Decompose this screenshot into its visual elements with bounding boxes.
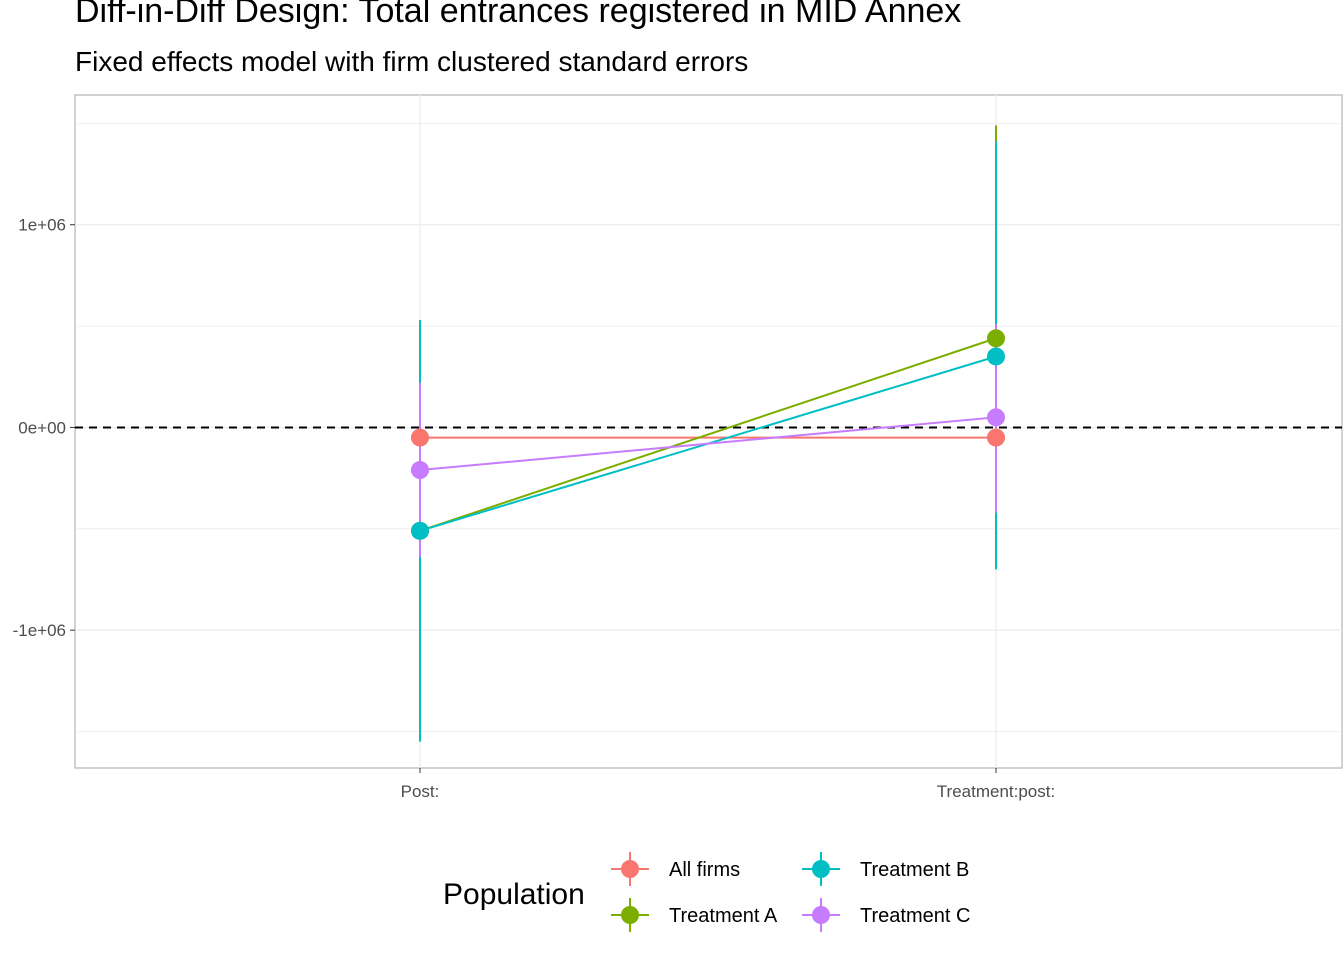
point-treatment-b xyxy=(411,521,429,540)
point-treatment-a xyxy=(987,329,1005,348)
y-tick-label: -1e+06 xyxy=(13,621,66,640)
point-treatment-b xyxy=(987,347,1005,366)
legend-label: Treatment C xyxy=(860,905,970,927)
legend-item-all-firms: All firms xyxy=(611,852,740,886)
series-line-treatment-a xyxy=(419,337,997,532)
legend-title: Population xyxy=(443,878,585,911)
y-tick-label: 0e+00 xyxy=(18,418,66,437)
plot-panel xyxy=(74,94,1343,769)
legend-label: All firms xyxy=(669,859,740,881)
series-line-treatment-c xyxy=(419,416,997,472)
point-all-firms xyxy=(411,428,429,447)
chart-title: Diff-in-Diff Design: Total entrances reg… xyxy=(75,0,962,30)
legend-label: Treatment B xyxy=(860,859,969,881)
y-axis: -1e+06 0e+00 1e+06 xyxy=(13,216,75,640)
chart-subtitle: Fixed effects model with firm clustered … xyxy=(75,46,749,77)
x-tick-label: Treatment:post: xyxy=(937,782,1055,801)
series-lines xyxy=(419,337,997,532)
y-tick-label: 1e+06 xyxy=(18,216,66,235)
legend-label: Treatment A xyxy=(669,905,778,927)
legend: Population All firms Treatment A Treatment… xyxy=(443,852,970,932)
series-points xyxy=(411,329,1005,540)
legend-key-point xyxy=(621,906,639,924)
point-all-firms xyxy=(987,428,1005,447)
point-treatment-c xyxy=(987,408,1005,427)
legend-item-treatment-a: Treatment A xyxy=(611,898,778,932)
legend-key-point xyxy=(812,906,830,924)
legend-item-treatment-b: Treatment B xyxy=(802,852,969,886)
x-tick-label: Post: xyxy=(401,782,440,801)
point-treatment-c xyxy=(411,461,429,480)
legend-key-point xyxy=(812,860,830,878)
x-axis: Post: Treatment:post: xyxy=(401,768,1055,801)
legend-item-treatment-c: Treatment C xyxy=(802,898,970,932)
legend-key-point xyxy=(621,860,639,878)
